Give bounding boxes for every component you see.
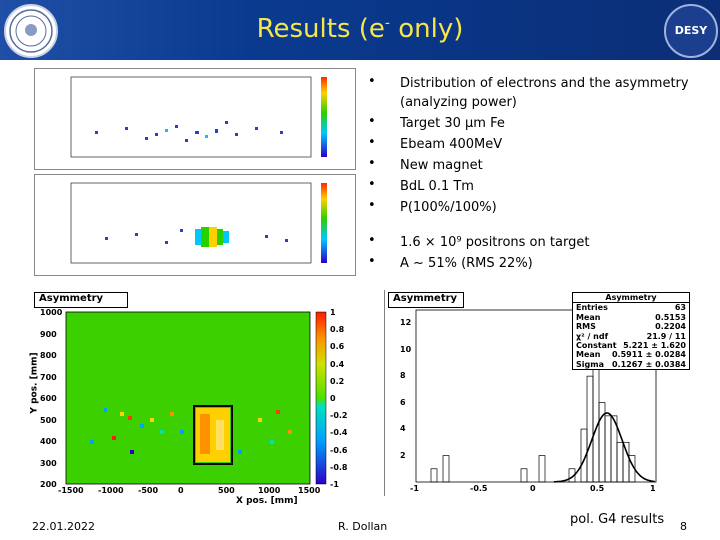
asym-ytick-label: 200 [40, 480, 57, 489]
fit-stat-value: 0.5153 [655, 312, 686, 322]
fit-stats-row: χ² / ndf 21.9 / 11 [573, 332, 689, 341]
asymmetry-map-title: Asymmetry [34, 292, 128, 308]
bullet-item: • P(100%/100%) [368, 198, 497, 215]
asym-ytick-label: 800 [40, 351, 57, 360]
fit-stat-key: χ² / ndf [576, 331, 609, 341]
hist-xtick-label: 0 [530, 484, 536, 493]
bullet-item: • Ebeam 400MeV [368, 135, 503, 152]
fit-stats-row: Constant 5.221 ± 1.620 [573, 341, 689, 350]
hist-ytick-label: 6 [400, 397, 406, 407]
footer-date: 22.01.2022 [32, 520, 95, 533]
fit-stats-row: Mean 0.5153 [573, 313, 689, 322]
bullet-item: • Distribution of electrons and the asymm… [368, 74, 689, 110]
asym-xtick-label: 500 [218, 486, 235, 495]
asym-xtick-label: 1500 [298, 486, 321, 495]
footer-author: R. Dollan [338, 520, 388, 533]
histogram-bar [520, 468, 528, 483]
desy-logo: DESY [664, 4, 718, 58]
fit-stat-value: 0.1267 ± 0.0384 [611, 359, 686, 369]
fit-stat-key: RMS [576, 322, 596, 332]
asymmetry-histogram-panel: Asymmetry Asymmetry Entries 63 Mean 0.5153 R… [384, 290, 690, 496]
electron-distribution-plot-1 [34, 68, 356, 170]
hist-ytick-label: 2 [400, 450, 406, 460]
colorbar-tick-label: 0.8 [330, 325, 345, 335]
colorbar-tick-label: -0.2 [330, 411, 348, 421]
asymmetry-map-panel: Asymmetry Y pos. [mm] X pos. [mm] 1000 90… [30, 290, 356, 508]
histogram-bar [538, 455, 546, 483]
fit-stat-value: 0.5911 ± 0.0284 [611, 350, 686, 360]
fit-stat-key: Constant [576, 341, 617, 351]
colorbar-tick-label: -0.6 [330, 445, 348, 455]
page-number: 8 [680, 520, 687, 533]
bullet-item: • A ~ 51% (RMS 22%) [368, 254, 533, 271]
colorbar-tick-label: 0 [330, 394, 336, 403]
slide-title: Results (e- only) [256, 14, 464, 44]
fit-stat-key: Entries [576, 303, 608, 313]
histogram-bars [430, 309, 636, 483]
asym-ytick-label: 700 [40, 372, 57, 382]
colorbar-tick-label: 0.4 [330, 359, 345, 369]
fit-stats-row: RMS 0.2204 [573, 322, 689, 331]
hist-ytick-label: 4 [400, 424, 406, 434]
asym-xtick-label: -500 [138, 486, 159, 495]
colorbar-tick-label: 1 [330, 308, 336, 317]
bullet-item: • New magnet [368, 156, 483, 173]
fit-stat-key: Mean [576, 312, 601, 322]
gaussian-fit-curve [554, 412, 655, 483]
bullet-item: • Target 30 μm Fe [368, 114, 505, 131]
hist-xtick-label: 1 [650, 484, 656, 493]
bullet-list: • Distribution of electrons and the asymm… [368, 74, 708, 275]
asym-xtick-label: -1500 [58, 486, 84, 495]
asym-ytick-label: 300 [40, 458, 57, 468]
fit-stat-value: 63 [674, 303, 686, 313]
asym-ytick-label: 1000 [40, 308, 63, 317]
bullet-item: • 1.6 × 10⁹ positrons on target [368, 233, 590, 250]
fit-stat-value: 0.2204 [655, 322, 686, 332]
fit-stat-key: Mean [576, 350, 601, 360]
fit-stats-row: Entries 63 [573, 303, 689, 312]
slide-header [0, 0, 720, 60]
footer-note: pol. G4 results [570, 512, 665, 527]
histogram-bar [442, 455, 450, 483]
hist-ytick-label: 10 [400, 344, 412, 354]
asym-ytick-label: 600 [40, 394, 57, 403]
colorbar-tick-label: 0.6 [330, 342, 345, 352]
hist-ytick-label: 8 [400, 371, 406, 381]
histogram-bar [430, 468, 438, 483]
hist-xtick-label: -0.5 [470, 484, 488, 493]
fit-stat-key: Sigma [576, 359, 604, 369]
asym-xtick-label: 1000 [258, 486, 281, 495]
asymmetry-map-ylabel: Y pos. [mm] [29, 352, 40, 414]
asym-ytick-label: 400 [40, 437, 57, 446]
hist-ytick-label: 12 [400, 318, 412, 328]
asym-xtick-label: 0 [178, 486, 184, 495]
fit-stats-row: Mean 0.5911 ± 0.0284 [573, 350, 689, 359]
asym-ytick-label: 900 [40, 329, 57, 339]
hist-xtick-label: 0.5 [590, 484, 605, 493]
fit-stats-title: Asymmetry [573, 293, 689, 304]
asymmetry-map-xlabel: X pos. [mm] [236, 496, 298, 506]
university-seal-logo [4, 4, 58, 58]
colorbar-tick-label: -1 [330, 480, 339, 489]
colorbar-tick-label: -0.8 [330, 462, 348, 472]
fit-stats-box: Asymmetry Entries 63 Mean 0.5153 RMS 0.2204 χ²… [572, 292, 690, 371]
electron-distribution-plot-2 [34, 174, 356, 276]
asym-xtick-label: -1000 [98, 486, 124, 495]
fit-stats-row: Sigma 0.1267 ± 0.0384 [573, 360, 689, 369]
colorbar-tick-label: 0.2 [330, 376, 345, 386]
fit-stat-value: 21.9 / 11 [646, 331, 686, 341]
asym-ytick-label: 500 [40, 415, 57, 425]
fit-stat-value: 5.221 ± 1.620 [623, 341, 686, 351]
bullet-item: • BdL 0.1 Tm [368, 177, 474, 194]
hist-xtick-label: -1 [410, 484, 419, 493]
colorbar-tick-label: -0.4 [330, 428, 348, 438]
histogram-title: Asymmetry [388, 292, 464, 308]
